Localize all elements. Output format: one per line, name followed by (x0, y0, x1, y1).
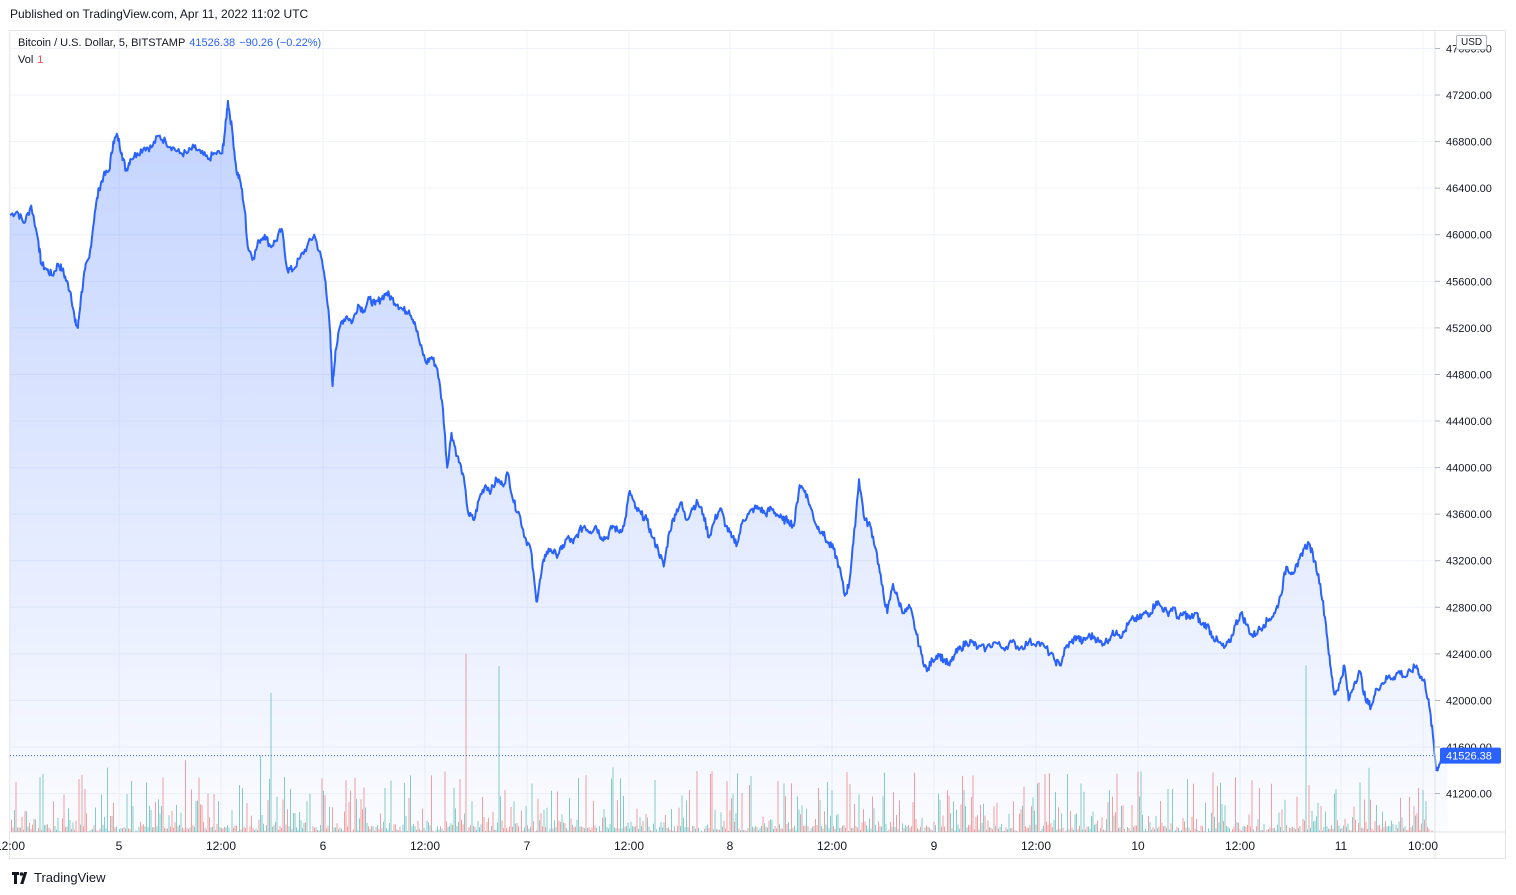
y-tick-label: 46000.00 (1446, 230, 1492, 242)
tradingview-logo-icon (12, 871, 28, 884)
x-tick-label: 7 (524, 839, 531, 853)
legend-price: 41526.38 (189, 37, 236, 49)
last-price-tag-box (1440, 747, 1501, 764)
y-tick-label: 46800.00 (1446, 137, 1492, 149)
last-price-label: 41526.38 (1446, 751, 1492, 763)
y-tick-label: 41200.00 (1446, 789, 1492, 801)
last-price-tag: 41526.38 (1440, 747, 1501, 764)
x-tick-label: 11 (1335, 839, 1348, 853)
x-tick-label: 9 (931, 839, 938, 853)
x-tick-label: 10:00 (1408, 839, 1438, 853)
y-tick-label: 44400.00 (1446, 416, 1492, 428)
symbol-title[interactable]: Bitcoin / U.S. Dollar, 5, BITSTAMP (18, 37, 186, 49)
y-tick-label: 42800.00 (1446, 602, 1492, 614)
x-tick-label: 12:00 (614, 839, 644, 853)
chart-legend: Bitcoin / U.S. Dollar, 5, BITSTAMP 41526.… (18, 35, 321, 69)
x-tick-label: 5 (116, 839, 123, 853)
y-tick-label: 43600.00 (1446, 509, 1492, 521)
y-tick-label: 44000.00 (1446, 463, 1492, 475)
y-tick-label: 46400.00 (1446, 183, 1492, 195)
tradingview-brand[interactable]: TradingView (12, 870, 106, 885)
y-tick-label: 47200.00 (1446, 90, 1492, 102)
y-tick-label: 45600.00 (1446, 276, 1492, 288)
x-tick-label: 6 (320, 839, 327, 853)
x-tick-label: 12:00 (410, 839, 440, 853)
volume-value: 1 (37, 54, 44, 66)
x-tick-label: 12:00 (0, 839, 25, 853)
brand-label: TradingView (34, 870, 106, 885)
volume-label[interactable]: Vol (18, 54, 34, 66)
time-axis[interactable]: 12:00 5 12:00 6 12:00 7 12:00 8 12:00 9 12:00 10 12:… (0, 839, 1438, 853)
y-tick-label: 43200.00 (1446, 556, 1492, 568)
price-line (9, 99, 1449, 772)
x-tick-label: 12:00 (1021, 839, 1051, 853)
y-tick-label: 45200.00 (1446, 323, 1492, 335)
legend-change: −90.26 (−0.22%) (239, 37, 322, 49)
x-tick-label: 12:00 (206, 839, 236, 853)
price-axis[interactable]: 47600.0047200.0046800.0046400.0046000.00… (1434, 31, 1492, 858)
y-tick-label: 42400.00 (1446, 649, 1492, 661)
price-area (10, 100, 1448, 832)
published-note: Published on TradingView.com, Apr 11, 20… (10, 7, 309, 21)
x-tick-label: 10 (1131, 839, 1145, 853)
x-tick-label: 8 (727, 839, 734, 853)
x-tick-label: 12:00 (1225, 839, 1255, 853)
x-tick-label: 12:00 (817, 839, 847, 853)
currency-button[interactable]: USD (1456, 35, 1488, 50)
y-tick-label: 44800.00 (1446, 369, 1492, 381)
y-tick-label: 42000.00 (1446, 695, 1492, 707)
